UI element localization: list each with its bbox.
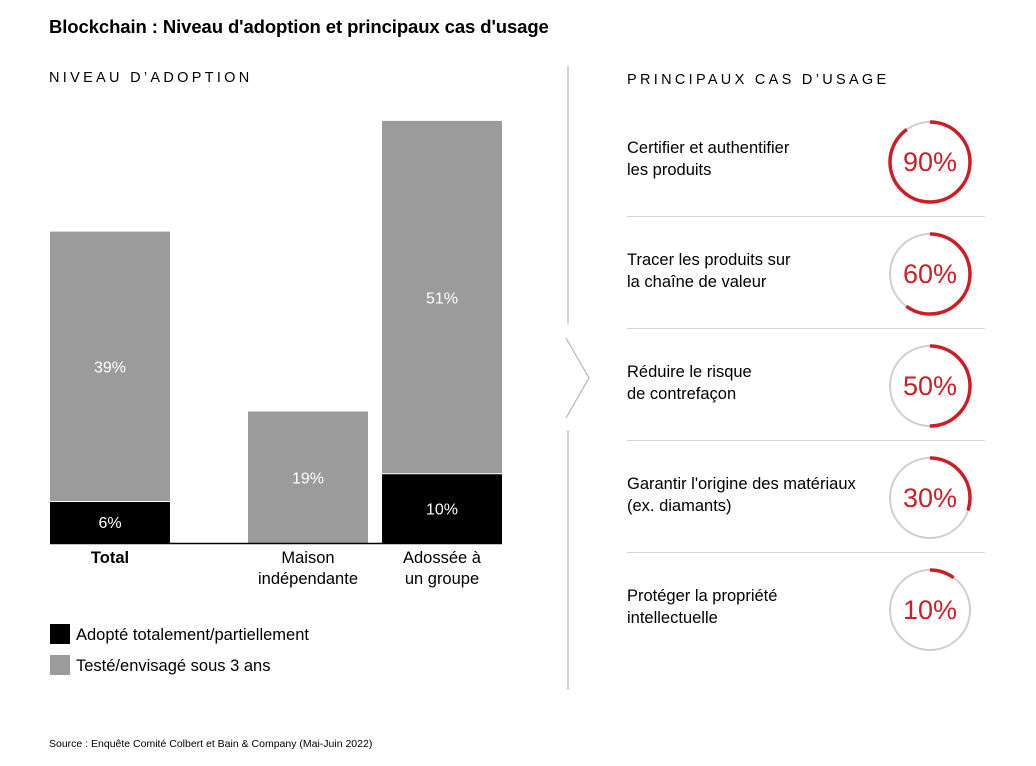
use-case-percentage: 50% — [902, 370, 958, 401]
bar-value-label: 51% — [426, 290, 458, 307]
legend-label-tested: Testé/envisagé sous 3 ans — [76, 657, 271, 675]
bar-segment-adopted — [50, 501, 170, 543]
use-case-item: Protéger la propriété intellectuelle 10% — [627, 553, 985, 665]
ring-progress-arc — [888, 568, 972, 652]
legend-swatch-adopted — [50, 624, 70, 645]
bar-value-label: 19% — [292, 470, 324, 487]
bar-value-label: 39% — [94, 360, 126, 377]
category-label: Total — [90, 549, 130, 567]
percentage-ring — [888, 456, 972, 540]
use-case-label: Protéger la propriété intellectuelle — [627, 587, 778, 627]
ring-progress-arc — [888, 456, 972, 540]
use-case-label: Garantir l'origine des matériaux (ex. di… — [627, 475, 856, 515]
percentage-ring — [888, 120, 972, 204]
adoption-section-title: NIVEAU D’ADOPTION — [49, 70, 253, 86]
section-separator — [565, 66, 590, 690]
percentage-ring — [888, 344, 972, 428]
bar-segment-tested — [248, 411, 368, 543]
ring-progress-arc — [888, 344, 972, 428]
legend-label-adopted: Adopté totalement/partiellement — [76, 626, 309, 644]
adoption-bar-chart: 6% 39% 19% 10% 51% — [50, 120, 502, 545]
use-case-list: Certifier et authentifier les produits 90… — [627, 105, 985, 665]
use-case-label: Tracer les produits sur la chaîne de val… — [627, 251, 791, 291]
use-case-item: Tracer les produits sur la chaîne de val… — [627, 217, 985, 329]
use-case-percentage: 60% — [902, 258, 958, 289]
use-case-item: Réduire le risque de contrefaçon 50% — [627, 329, 985, 441]
legend-item-tested: Testé/envisagé sous 3 ans — [50, 655, 270, 677]
use-case-percentage: 10% — [902, 594, 958, 625]
legend-swatch-tested — [50, 655, 70, 676]
bar-segment-tested — [50, 231, 170, 502]
use-cases-section-title: PRINCIPAUX CAS D’USAGE — [627, 72, 890, 88]
bar-value-label: 6% — [98, 515, 121, 532]
percentage-ring — [888, 232, 972, 316]
use-case-percentage: 30% — [902, 482, 958, 513]
use-case-item: Certifier et authentifier les produits 90… — [627, 105, 985, 217]
source-note: Source : Enquête Comité Colbert et Bain … — [49, 738, 373, 750]
category-label: Adossée à un groupe — [403, 549, 481, 588]
legend-item-adopted: Adopté totalement/partiellement — [50, 624, 309, 646]
page-title: Blockchain : Niveau d'adoption et princi… — [49, 16, 549, 37]
percentage-ring — [888, 568, 972, 652]
category-label: Maison indépendante — [257, 549, 358, 588]
use-case-item: Garantir l'origine des matériaux (ex. di… — [627, 441, 985, 553]
bar-segment-tested — [382, 120, 502, 474]
use-case-label: Certifier et authentifier les produits — [627, 139, 790, 179]
bar-value-label: 10% — [426, 501, 458, 518]
use-case-label: Réduire le risque de contrefaçon — [627, 363, 752, 403]
use-case-percentage: 90% — [902, 146, 958, 177]
separator-chevron — [565, 337, 590, 419]
ring-progress-arc — [888, 120, 972, 204]
bar-segment-adopted — [382, 473, 502, 543]
ring-progress-arc — [888, 232, 972, 316]
